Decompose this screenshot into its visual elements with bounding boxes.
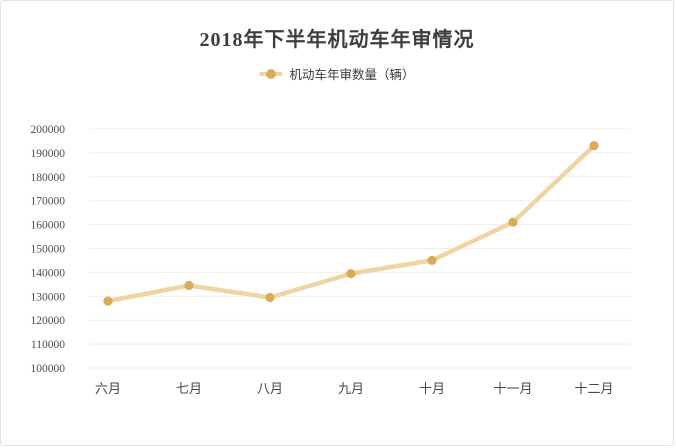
x-axis-label: 十月	[419, 381, 445, 396]
x-axis-label: 十一月	[493, 381, 532, 396]
chart-title: 2018年下半年机动车年审情况	[199, 29, 475, 51]
data-point[interactable]	[184, 280, 194, 291]
y-axis-label: 180000	[31, 172, 66, 184]
x-axis-label: 八月	[257, 381, 283, 396]
data-point[interactable]	[427, 255, 437, 265]
y-axis-label: 170000	[31, 196, 66, 208]
legend-line-dot-icon	[259, 68, 284, 79]
y-axis-label: 200000	[31, 124, 66, 136]
data-point[interactable]	[265, 292, 275, 303]
x-axis-label: 七月	[176, 381, 202, 396]
data-point[interactable]	[346, 269, 356, 279]
y-axis-label: 160000	[31, 220, 66, 232]
y-axis-label: 100000	[31, 363, 66, 375]
y-axis-label: 140000	[31, 267, 66, 279]
x-axis-label: 十二月	[574, 381, 613, 396]
legend-label: 机动车年审数量（辆）	[289, 68, 415, 82]
y-axis-label: 110000	[31, 339, 65, 351]
data-point[interactable]	[589, 141, 599, 151]
data-point[interactable]	[508, 217, 518, 227]
legend-item[interactable]: 机动车年审数量（辆）	[1, 64, 673, 83]
x-axis-label: 六月	[95, 381, 121, 396]
y-axis-label: 190000	[31, 148, 66, 160]
y-axis-label: 120000	[31, 315, 66, 327]
legend-dot	[266, 68, 277, 79]
y-axis-label: 130000	[31, 291, 66, 303]
data-point[interactable]	[103, 296, 113, 306]
y-axis-label: 150000	[31, 244, 66, 256]
x-axis-label: 九月	[338, 381, 364, 396]
